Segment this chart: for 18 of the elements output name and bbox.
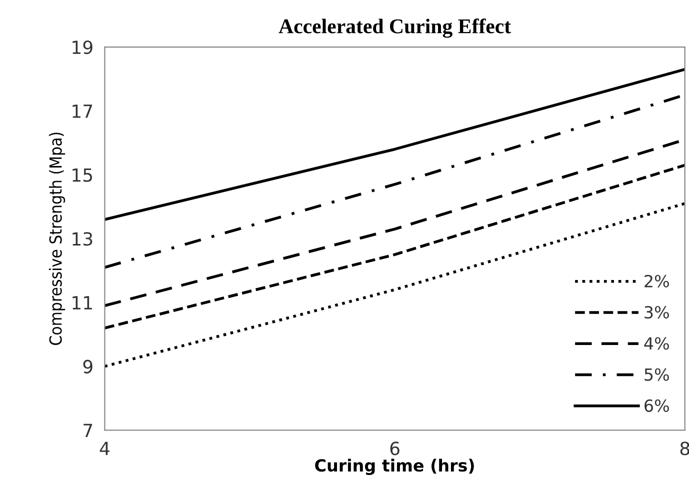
y-tick-label: 13 [72,232,92,246]
y-tick-label: 7 [84,424,92,438]
y-tick-label: 19 [72,40,92,54]
y-tick-label: 11 [72,296,92,310]
x-tick-label: 4 [100,442,110,456]
chart-title: Accelerated Curing Effect [278,18,511,38]
y-tick-label: 15 [72,168,92,182]
legend-label: 3% [644,306,669,319]
x-axis-title: Curing time (hrs) [315,458,474,476]
legend-label: 6% [644,399,669,412]
legend-label: 5% [644,368,669,381]
x-tick-label: 8 [680,442,689,456]
legend-label: 4% [644,337,669,350]
x-tick-label: 6 [390,442,400,456]
legend-label: 2% [644,274,669,288]
y-axis-title: Compressive Strength (Mpa) [48,132,66,345]
y-tick-label: 9 [83,360,92,374]
y-tick-label: 17 [72,104,92,118]
